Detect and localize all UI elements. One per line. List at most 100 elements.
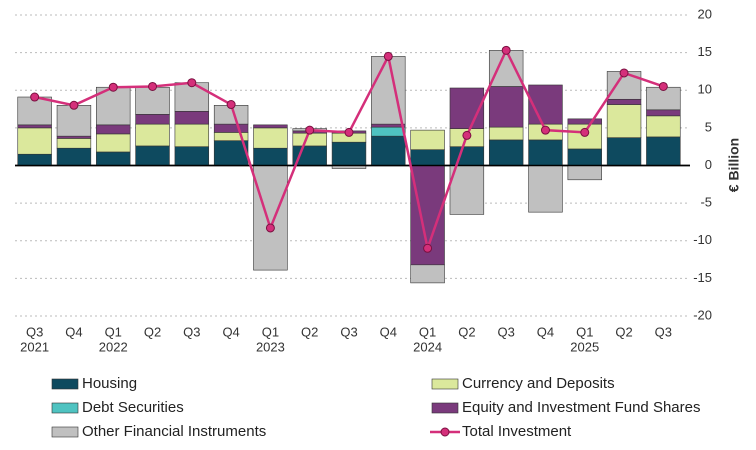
bar-segment <box>253 147 288 166</box>
bar-segment <box>253 127 288 149</box>
x-tick-label: Q4 <box>222 324 239 339</box>
bar-segment <box>96 133 131 153</box>
total-marker <box>619 68 629 78</box>
total-marker <box>383 51 393 61</box>
bar-segment <box>213 123 249 133</box>
y-tick-label: 10 <box>698 82 712 97</box>
bar-segment <box>488 86 524 128</box>
y-tick-label: 20 <box>698 6 712 21</box>
bar-segment <box>56 147 92 166</box>
total-marker <box>540 125 550 135</box>
bar-segment <box>567 118 602 125</box>
y-tick-label: -15 <box>693 270 712 285</box>
bar-segment <box>488 139 524 166</box>
x-year-label: 2023 <box>256 339 285 354</box>
bar-segment <box>17 124 52 129</box>
bar-segment <box>135 114 170 125</box>
legend-label: Equity and Investment Fund Shares <box>462 399 700 416</box>
x-tick-label: Q3 <box>340 324 357 339</box>
bar-segment <box>606 104 642 138</box>
bar-segment <box>135 86 170 115</box>
bar-segment <box>96 151 131 166</box>
legend-label: Debt Securities <box>82 399 184 416</box>
legend-label: Currency and Deposits <box>462 375 615 392</box>
bar-segment <box>528 139 563 166</box>
bar-segment <box>17 96 52 126</box>
bar-segment <box>56 138 92 149</box>
bar-segment <box>135 123 170 147</box>
total-marker <box>423 243 433 253</box>
bar-segment <box>646 115 681 138</box>
x-tick-label: Q2 <box>144 324 161 339</box>
bar-segment <box>17 153 52 166</box>
y-tick-label: 15 <box>698 44 712 59</box>
legend-swatch <box>51 426 79 438</box>
bar-segment <box>606 98 642 105</box>
total-marker <box>305 125 315 135</box>
x-tick-label: Q1 <box>105 324 122 339</box>
bar-segment <box>331 141 367 166</box>
x-tick-label: Q4 <box>380 324 397 339</box>
bar-segment <box>410 149 445 166</box>
bar-segment <box>606 137 642 166</box>
bar-segment <box>371 135 406 166</box>
y-tick-label: -10 <box>693 232 712 247</box>
legend-swatch <box>431 378 459 390</box>
bar-segment <box>253 124 288 129</box>
bar-segment <box>488 50 524 87</box>
legend-label: Total Investment <box>462 423 572 440</box>
bar-segment <box>213 140 249 166</box>
bar-segment <box>174 111 210 125</box>
x-tick-label: Q2 <box>458 324 475 339</box>
legend-label: Other Financial Instruments <box>82 423 266 440</box>
total-marker <box>30 92 40 102</box>
legend-swatch <box>51 378 79 390</box>
y-tick-label: 0 <box>705 157 712 172</box>
x-tick-label: Q4 <box>537 324 554 339</box>
total-marker <box>226 100 236 110</box>
total-marker <box>580 127 590 137</box>
total-marker <box>69 100 79 110</box>
y-tick-label: -20 <box>693 307 712 322</box>
bar-segment <box>56 135 92 139</box>
bar-segment <box>135 145 170 166</box>
x-tick-label: Q3 <box>498 324 515 339</box>
y-tick-label: -5 <box>700 195 712 210</box>
x-tick-label: Q2 <box>615 324 632 339</box>
bar-segment <box>449 165 485 215</box>
x-tick-label: Q4 <box>65 324 82 339</box>
bar-segment <box>56 105 92 137</box>
total-marker <box>501 45 511 55</box>
legend-swatch <box>431 402 459 414</box>
bar-segment <box>292 132 327 147</box>
bar-segment <box>410 129 445 150</box>
bar-segment <box>371 126 406 137</box>
bar-segment <box>488 126 524 141</box>
bar-segment <box>567 165 602 181</box>
x-year-label: 2021 <box>20 339 49 354</box>
x-year-label: 2025 <box>570 339 599 354</box>
bar-segment <box>646 109 681 117</box>
bar-segment <box>96 124 131 135</box>
bar-segment <box>646 136 681 166</box>
bar-segment <box>567 148 602 166</box>
total-marker <box>265 223 275 233</box>
total-marker <box>344 127 354 137</box>
bar-segment <box>371 123 406 128</box>
total-marker <box>108 82 118 92</box>
bar-segment <box>17 127 52 155</box>
y-tick-label: 5 <box>705 119 712 134</box>
total-marker <box>462 130 472 140</box>
total-marker <box>187 78 197 88</box>
x-tick-label: Q1 <box>576 324 593 339</box>
bar-segment <box>449 146 485 166</box>
legend-swatch <box>51 402 79 414</box>
total-marker <box>658 81 668 91</box>
x-year-label: 2022 <box>99 339 128 354</box>
legend-marker <box>440 427 450 437</box>
bar-segment <box>174 146 210 166</box>
bar-segment <box>253 165 288 271</box>
x-tick-label: Q3 <box>655 324 672 339</box>
bar-segment <box>528 165 563 213</box>
total-marker <box>148 81 158 91</box>
